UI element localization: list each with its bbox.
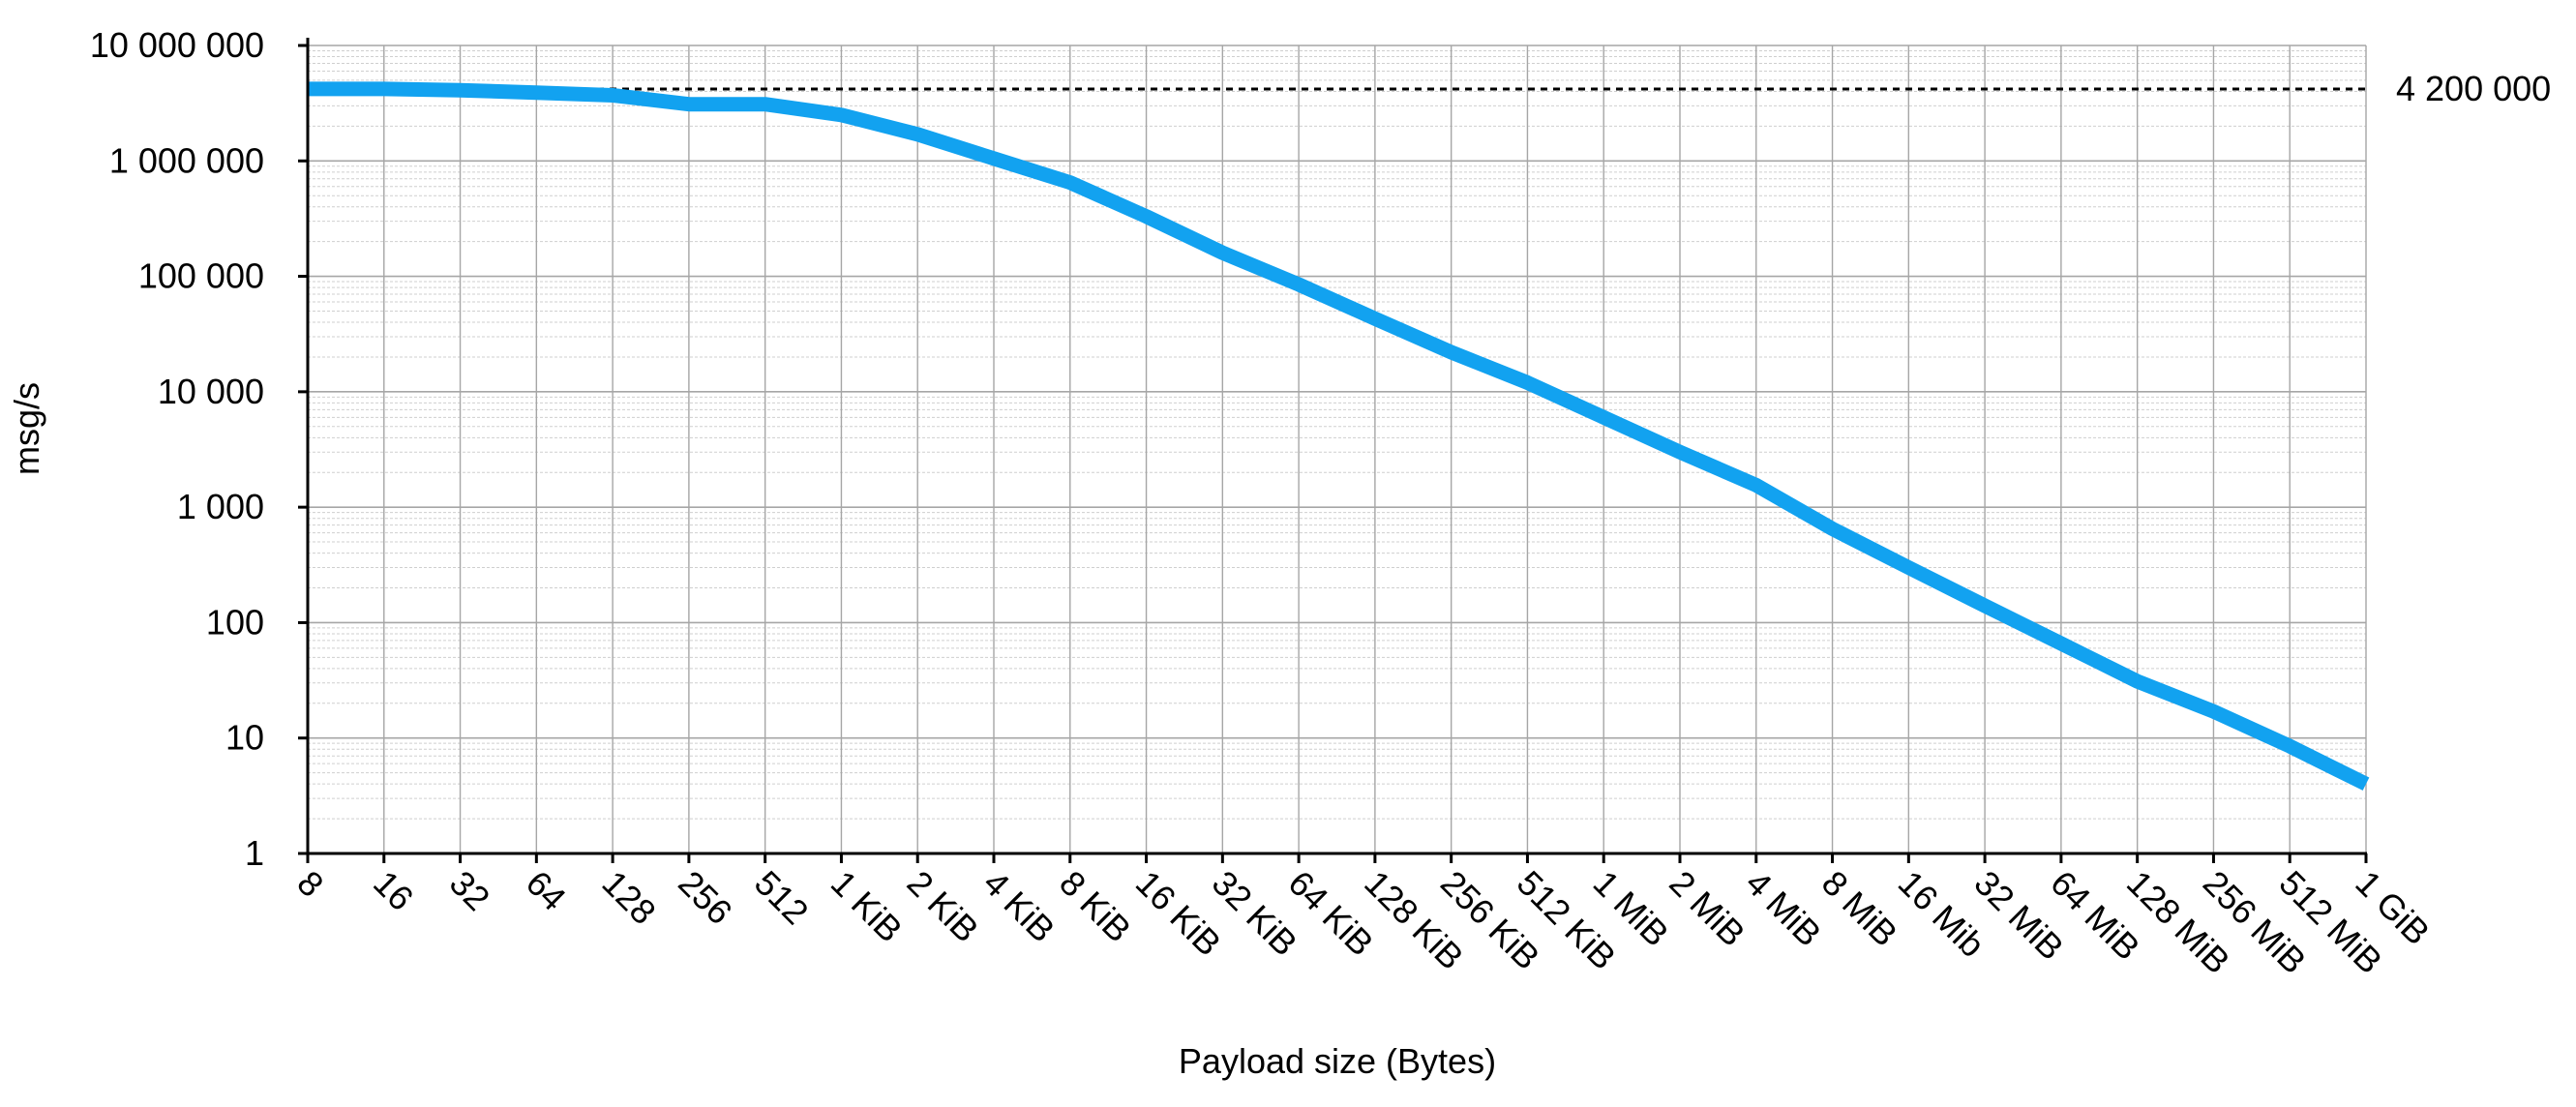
reference-line-label: 4 200 000 (2396, 69, 2551, 108)
series-group (307, 81, 2370, 791)
grid (308, 45, 2367, 853)
x-tick-label: 2 KiB (900, 863, 987, 950)
x-tick-label: 8 KiB (1052, 863, 1139, 950)
x-tick-label: 8 (289, 863, 331, 905)
x-axis-title: Payload size (Bytes) (1179, 1041, 1496, 1081)
x-tick-label: 8 MiB (1814, 863, 1905, 954)
x-tick-label: 32 (442, 863, 497, 918)
y-tick-label: 10 000 000 (90, 25, 264, 65)
x-tick-label: 256 (671, 863, 739, 932)
y-tick-labels: 1 10 100 1 000 10 000 100 000 1 000 000 10 000 … (90, 25, 264, 873)
x-tick-label: 32 KiB (1205, 863, 1305, 964)
series-line (308, 81, 2370, 791)
y-tick-label: 1 000 (177, 487, 264, 526)
x-tick-label: 64 KiB (1280, 863, 1381, 964)
x-tick-label: 16 KiB (1128, 863, 1229, 964)
y-tick-label: 10 000 (158, 372, 264, 411)
x-tick-label: 512 (747, 863, 816, 932)
x-tick-label: 2 MiB (1662, 863, 1752, 954)
y-tick-label: 100 000 (138, 256, 264, 296)
x-tick-label: 4 KiB (975, 863, 1063, 950)
y-tick-label: 1 (245, 833, 264, 873)
x-tick-label: 16 Mib (1891, 863, 1992, 965)
x-tick-label: 16 (366, 863, 421, 918)
y-tick-label: 100 (206, 602, 264, 642)
y-axis-title: msg/s (7, 382, 46, 475)
axes (298, 38, 2368, 863)
x-tick-label: 1 KiB (824, 863, 911, 950)
y-tick-label: 10 (225, 718, 264, 758)
x-tick-label: 64 (519, 863, 574, 918)
y-tick-label: 1 000 000 (109, 140, 264, 180)
x-tick-label: 128 (594, 863, 663, 932)
x-tick-label: 4 MiB (1738, 863, 1829, 954)
